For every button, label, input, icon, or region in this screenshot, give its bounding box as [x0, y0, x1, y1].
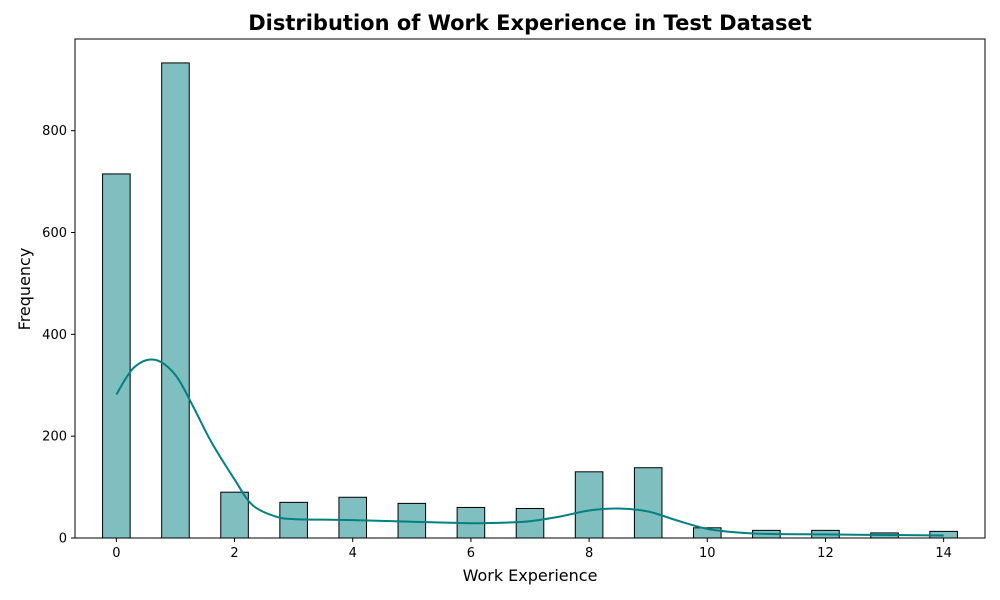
y-axis-label: Frequency [15, 248, 34, 331]
x-tick-label-6: 6 [467, 546, 475, 561]
x-tick-label-4: 4 [349, 546, 357, 561]
histogram-bar-4 [338, 496, 368, 539]
y-tick-label-400: 400 [42, 328, 67, 343]
x-axis-ticks: 0 2 4 6 8 10 12 14 [112, 538, 952, 561]
x-tick-label-8: 8 [585, 546, 593, 561]
y-axis-ticks: 0 200 400 600 800 [42, 124, 75, 547]
x-axis-label: Work Experience [463, 566, 598, 585]
kde-curve [115, 358, 944, 537]
x-tick-label-0: 0 [112, 546, 120, 561]
y-tick-label-200: 200 [42, 430, 67, 445]
histogram-bar-2 [220, 491, 249, 539]
y-tick-label-800: 800 [42, 124, 67, 139]
x-tick-label-12: 12 [817, 546, 834, 561]
plot-frame [74, 38, 986, 539]
y-tick-label-600: 600 [42, 226, 67, 241]
histogram-bar-7 [515, 507, 545, 539]
histogram-bar-0 [102, 173, 131, 539]
histogram-bar-9 [633, 467, 663, 539]
histogram-bar-1 [161, 62, 190, 539]
x-tick-label-2: 2 [230, 546, 238, 561]
y-tick-label-0: 0 [59, 532, 67, 547]
histogram-bar-8 [574, 471, 604, 539]
x-tick-label-10: 10 [699, 546, 716, 561]
bars-group [102, 62, 958, 539]
chart-title: Distribution of Work Experience in Test … [248, 11, 812, 35]
x-tick-label-14: 14 [935, 546, 952, 561]
